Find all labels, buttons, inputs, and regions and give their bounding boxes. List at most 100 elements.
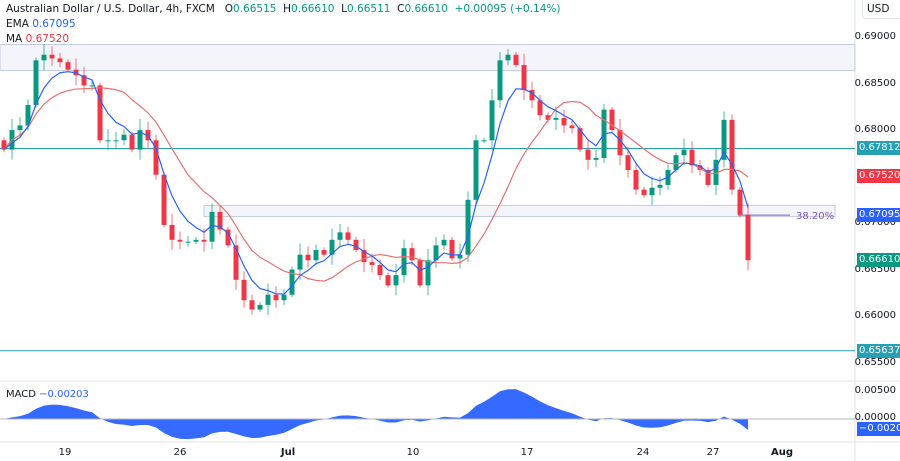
time-tick: 10 — [406, 447, 420, 458]
candle-up — [313, 250, 319, 261]
candle-down — [49, 54, 55, 59]
price-tick: 0.65500 — [854, 356, 896, 368]
macd-area — [4, 389, 748, 440]
candle-down — [513, 54, 519, 65]
macd-legend: MACD −0.00203 — [6, 389, 89, 400]
fib-label: 38.20% — [796, 211, 834, 222]
low-value: 0.66511 — [347, 3, 391, 15]
candle-down — [537, 100, 543, 116]
macd-badge: −0.00203 — [857, 422, 900, 436]
candle-down — [521, 64, 527, 91]
candle-up — [121, 134, 127, 141]
candle-down — [545, 115, 551, 120]
candle-down — [201, 239, 207, 242]
candle-up — [505, 54, 511, 61]
candle-up — [425, 260, 431, 286]
candle-down — [409, 248, 415, 261]
candle-down — [385, 275, 391, 286]
ema-legend[interactable]: EMA 0.67095 — [6, 17, 560, 32]
candle-up — [265, 294, 271, 305]
candle-up — [281, 294, 287, 301]
zone-rect — [0, 44, 856, 72]
time-tick: 17 — [520, 447, 534, 458]
price-badge: 0.66610 — [857, 253, 900, 268]
time-tick: 24 — [636, 447, 650, 458]
candle-down — [345, 232, 351, 240]
candle-down — [705, 170, 711, 185]
time-tick: 27 — [706, 447, 720, 458]
symbol-title[interactable]: Australian Dollar / U.S. Dollar, 4h, FXC… — [6, 3, 215, 15]
candle-down — [233, 245, 239, 280]
candle-up — [473, 140, 479, 200]
candle-down — [273, 294, 279, 301]
candle-up — [105, 140, 111, 142]
candle-up — [401, 248, 407, 276]
chart-legend: Australian Dollar / U.S. Dollar, 4h, FXC… — [6, 2, 560, 47]
price-tick: 0.66000 — [854, 310, 896, 321]
high-label: H — [283, 3, 292, 15]
candle-down — [353, 239, 359, 251]
macd-label: MACD — [6, 389, 36, 400]
candle-down — [217, 211, 223, 230]
candle-up — [289, 269, 295, 295]
candle-up — [593, 157, 599, 160]
candle-down — [369, 262, 375, 265]
candle-up — [553, 117, 559, 120]
candle-down — [249, 300, 255, 310]
time-tick: Aug — [770, 447, 794, 458]
ema-value: 0.67095 — [32, 18, 76, 30]
candle-up — [393, 275, 399, 286]
candle-down — [225, 229, 231, 246]
ma-legend[interactable]: MA 0.67520 — [6, 32, 560, 47]
macd-tick: 0.00500 — [854, 385, 896, 396]
price-tick: 0.69000 — [854, 31, 896, 42]
candle-up — [465, 199, 471, 255]
candle-down — [737, 189, 743, 215]
candle-up — [137, 130, 143, 150]
time-tick: Jul — [280, 447, 296, 458]
currency-button[interactable]: USD — [862, 0, 900, 19]
candle-up — [329, 239, 335, 255]
candle-up — [649, 187, 655, 196]
low-label: L — [341, 3, 348, 15]
symbol-ohlc-row: Australian Dollar / U.S. Dollar, 4h, FXC… — [6, 2, 560, 17]
candle-down — [609, 109, 615, 131]
candle-down — [449, 239, 455, 259]
candle-down — [81, 75, 87, 86]
price-tick: 0.68500 — [854, 77, 896, 89]
time-tick: 26 — [173, 447, 187, 458]
candle-up — [673, 155, 679, 171]
ema-label: EMA — [6, 18, 29, 30]
candle-down — [641, 189, 647, 196]
ema-line — [3, 71, 749, 295]
close-label: C — [397, 3, 405, 15]
candle-up — [681, 149, 687, 156]
high-value: 0.66610 — [291, 3, 335, 15]
candle-down — [241, 279, 247, 301]
candle-up — [657, 184, 663, 188]
candle-up — [433, 245, 439, 261]
candle-up — [89, 85, 95, 87]
macd-value: −0.00203 — [39, 389, 89, 400]
zone-rect — [203, 204, 836, 218]
candle-down — [321, 250, 327, 255]
candle-up — [17, 125, 23, 131]
candle-up — [497, 60, 503, 101]
candle-up — [713, 159, 719, 185]
candle-down — [65, 62, 71, 70]
price-badge: 0.65637 — [857, 343, 900, 358]
candle-down — [57, 58, 63, 63]
candle-down — [417, 260, 423, 286]
candle-up — [489, 100, 495, 141]
candle-up — [457, 254, 463, 259]
ma-line — [3, 87, 749, 282]
candle-down — [305, 254, 311, 261]
candle-down — [529, 90, 535, 101]
ma-value: 0.67520 — [25, 33, 70, 45]
open-value: 0.66515 — [233, 3, 277, 15]
price-badge: 0.67095 — [857, 208, 900, 223]
candle-down — [561, 117, 567, 126]
candle-up — [25, 104, 31, 126]
ma-label: MA — [6, 33, 23, 45]
